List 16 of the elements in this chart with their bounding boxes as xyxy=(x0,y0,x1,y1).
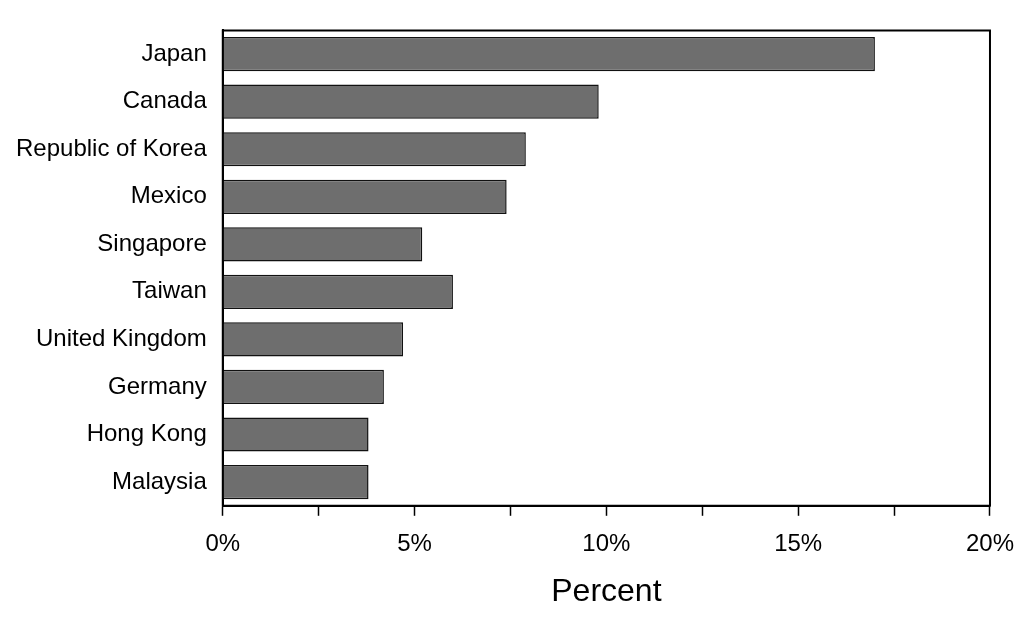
x-tick-label: 20% xyxy=(965,528,1015,556)
x-tick-label: 15% xyxy=(774,528,823,556)
x-axis-title: Percent xyxy=(551,571,662,608)
y-tick-label: Malaysia xyxy=(112,466,208,494)
x-tick-label: 10% xyxy=(582,528,631,556)
y-tick-label: Hong Kong xyxy=(86,419,207,447)
y-tick-label: Singapore xyxy=(97,228,207,256)
y-tick-label: United Kingdom xyxy=(36,324,207,352)
y-tick-label: Germany xyxy=(108,371,207,399)
y-tick-label: Canada xyxy=(122,86,208,114)
x-tick-label: 5% xyxy=(397,528,432,556)
x-tick-label: 0% xyxy=(205,528,241,556)
y-tick-label: Republic of Korea xyxy=(16,133,208,161)
y-tick-label: Mexico xyxy=(130,181,207,209)
y-tick-label: Japan xyxy=(141,38,207,66)
y-tick-label: Taiwan xyxy=(132,276,207,304)
